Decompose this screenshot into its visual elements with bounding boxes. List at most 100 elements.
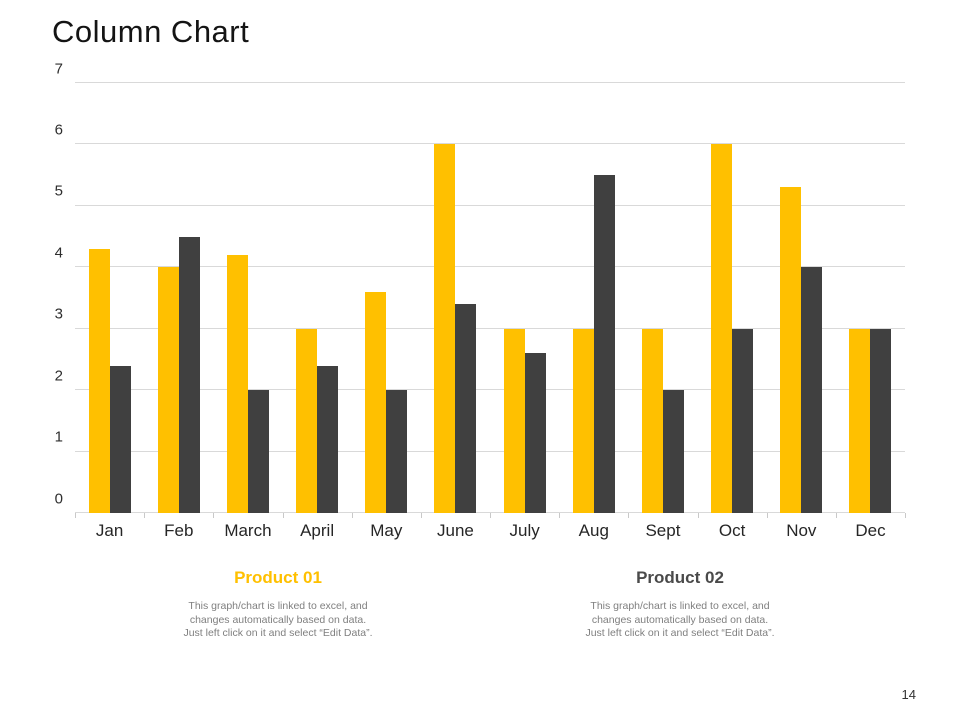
bar-pair-april	[296, 83, 339, 513]
x-axis-tick	[213, 513, 215, 518]
gridline-y-7	[75, 82, 905, 83]
x-axis-tick	[835, 513, 837, 518]
y-axis-tick-label-7: 7	[54, 60, 63, 77]
x-axis-label-june: June	[437, 521, 474, 540]
caption-note-line: changes automatically based on data.	[189, 613, 367, 626]
bar-product-01-june	[434, 144, 456, 513]
bar-product-02-may	[386, 390, 408, 513]
x-axis-tick	[144, 513, 146, 518]
caption-note-line: This graph/chart is linked to excel, and	[188, 600, 368, 612]
x-axis-label-jan: Jan	[95, 521, 124, 540]
page-number: 14	[901, 687, 916, 702]
x-axis-label-march: March	[224, 521, 272, 540]
caption-note-line: Just left click on it and select “Edit D…	[183, 627, 373, 639]
x-axis-tick	[559, 513, 561, 518]
x-axis-tick	[282, 513, 284, 518]
x-axis-label-july: July	[509, 521, 540, 540]
gridline-y-1	[75, 450, 905, 452]
bar-product-02-feb	[178, 236, 200, 513]
bar-series-area: Jan Feb March April May June July Aug Sept Oct Nov…	[75, 83, 905, 540]
category-july: July	[490, 83, 559, 540]
bar-product-01-oct	[711, 144, 733, 513]
gridline-y-5	[75, 204, 905, 206]
bar-product-01-may	[365, 291, 387, 513]
column-chart: 0 1 2 3 4 5 6 7 Jan Feb March April May June July Aug Se…	[55, 61, 906, 540]
category-jan: Jan	[75, 83, 144, 540]
bar-pair-may	[365, 83, 408, 513]
category-oct: Oct	[698, 83, 767, 540]
bar-pair-nov	[780, 83, 823, 513]
category-march: March	[213, 83, 282, 540]
y-axis-tick-label-2: 2	[54, 367, 63, 385]
caption-note-product-02: This graph/chart is linked to excel, and…	[515, 600, 845, 641]
caption-note-line: This graph/chart is linked to excel, and	[590, 600, 770, 612]
bar-pair-jan	[88, 83, 131, 513]
x-axis-tick	[490, 513, 491, 518]
gridline-y-6	[75, 143, 905, 145]
bar-product-01-aug	[572, 328, 594, 513]
bar-product-02-march	[247, 390, 269, 513]
y-axis-tick-label-0: 0	[54, 490, 63, 507]
category-june: June	[421, 83, 490, 540]
y-axis-tick-label-3: 3	[54, 305, 63, 323]
x-axis-label-april: April	[300, 521, 335, 540]
y-axis-tick-label-1: 1	[54, 428, 63, 446]
gridline-y-0	[75, 512, 905, 513]
bar-product-02-jan	[109, 365, 131, 513]
x-axis-tick	[766, 513, 768, 518]
bar-product-02-july	[524, 353, 546, 513]
bar-product-02-april	[317, 365, 339, 513]
bar-product-02-aug	[593, 175, 615, 513]
x-axis-label-may: May	[370, 521, 403, 540]
bar-pair-march	[226, 83, 269, 513]
bar-product-02-sept	[662, 390, 684, 513]
x-axis-tick	[697, 513, 699, 518]
caption-product-02: Product 02 This graph/chart is linked to…	[515, 568, 845, 641]
category-aug: Aug	[559, 83, 628, 540]
bar-product-01-march	[226, 255, 248, 513]
category-feb: Feb	[144, 83, 213, 540]
x-axis-tick	[628, 513, 630, 518]
caption-note-line: changes automatically based on data.	[591, 613, 769, 626]
bar-pair-dec	[849, 83, 892, 513]
caption-note-product-01: This graph/chart is linked to excel, and…	[113, 600, 443, 641]
x-axis-tick	[420, 513, 422, 518]
x-axis-tick	[351, 513, 353, 518]
category-dec: Dec	[836, 83, 905, 540]
category-sept: Sept	[628, 83, 697, 540]
legend-product-01: Product 01	[234, 568, 322, 587]
bar-product-01-nov	[780, 187, 802, 513]
bar-product-02-oct	[732, 328, 754, 513]
bar-product-01-feb	[157, 267, 179, 513]
bar-pair-sept	[641, 83, 684, 513]
page-title: Column Chart	[52, 14, 250, 49]
bar-product-02-june	[455, 304, 477, 513]
x-axis-label-feb: Feb	[164, 521, 194, 540]
category-nov: Nov	[767, 83, 836, 540]
bar-pair-june	[434, 83, 477, 513]
legend-product-02: Product 02	[636, 568, 724, 587]
bar-product-01-april	[296, 328, 318, 513]
bar-pair-aug	[572, 83, 615, 513]
bar-pair-oct	[711, 83, 754, 513]
x-axis-label-nov: Nov	[786, 521, 817, 540]
x-axis-tick	[75, 513, 76, 518]
bar-pair-july	[503, 83, 546, 513]
y-axis-tick-label-6: 6	[54, 121, 63, 139]
y-axis-tick-label-5: 5	[54, 182, 63, 200]
bar-product-01-sept	[641, 328, 663, 513]
gridline-y-4	[75, 266, 905, 268]
x-axis-label-dec: Dec	[855, 521, 886, 540]
category-may: May	[352, 83, 421, 540]
caption-note-line: Just left click on it and select “Edit D…	[585, 627, 775, 639]
bar-pair-feb	[157, 83, 200, 513]
gridline-y-3	[75, 327, 905, 329]
category-april: April	[283, 83, 352, 540]
x-axis-label-oct: Oct	[718, 521, 746, 540]
x-axis-tick	[905, 513, 906, 518]
caption-product-01: Product 01 This graph/chart is linked to…	[113, 568, 443, 641]
x-axis-label-sept: Sept	[645, 521, 681, 540]
gridline-y-2	[75, 389, 905, 391]
bar-product-01-july	[503, 328, 525, 513]
